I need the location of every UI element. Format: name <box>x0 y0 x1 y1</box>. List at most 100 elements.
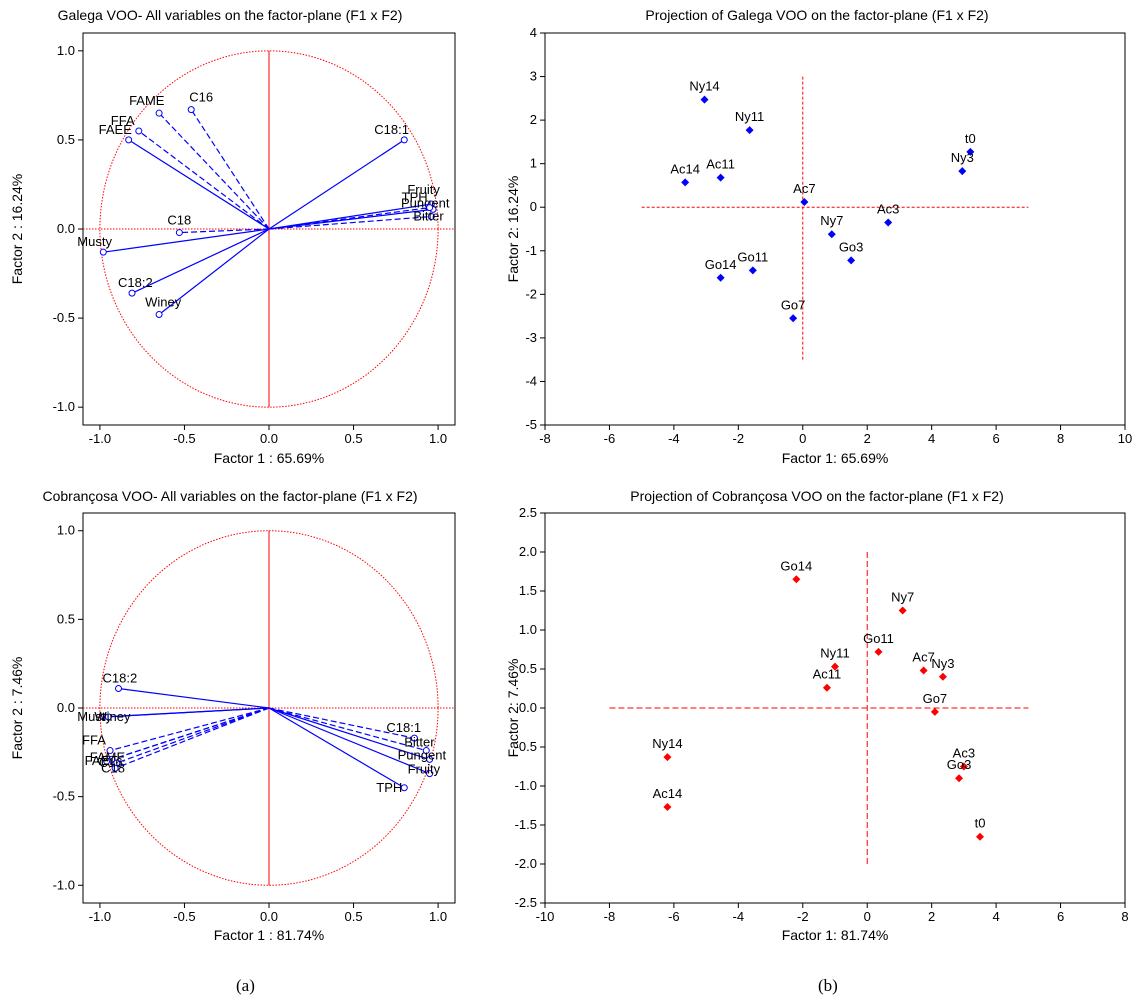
score-label: Ac11 <box>813 667 842 682</box>
score-point <box>930 707 939 716</box>
chart-3: Projection of Cobrançosa VOO on the fact… <box>505 488 1129 943</box>
loading-vector <box>108 707 270 718</box>
x-tick-label: 8 <box>1057 431 1064 446</box>
loading-label: Musty <box>77 234 112 249</box>
loading-point <box>125 136 133 144</box>
x-tick-label: -1.0 <box>89 909 111 924</box>
y-tick-label: 2.5 <box>519 505 537 520</box>
x-axis-label: Factor 1 : 65.69% <box>214 450 325 466</box>
loading-label: TPH <box>402 190 428 205</box>
y-tick-label: 0.0 <box>57 221 75 236</box>
loading-point <box>111 764 119 772</box>
score-label: Ac14 <box>653 786 683 801</box>
y-tick-label: 0.0 <box>519 700 537 715</box>
panel-label-b: (b) <box>818 976 838 995</box>
loading-label: Winey <box>94 709 131 724</box>
loading-label: Bitter <box>413 209 444 224</box>
loading-vector <box>179 228 270 234</box>
loading-point <box>426 755 434 763</box>
x-tick-label: 8 <box>1121 909 1128 924</box>
y-axis-label: Factor 2: 16.24% <box>505 176 521 283</box>
y-tick-label: 0 <box>530 199 537 214</box>
score-label: Ny7 <box>820 213 843 228</box>
x-tick-label: 4 <box>992 909 999 924</box>
loading-point <box>400 136 408 144</box>
loading-vector <box>103 228 270 253</box>
score-point <box>874 647 883 656</box>
y-tick-label: -2 <box>525 286 537 301</box>
loading-label: C18:1 <box>386 720 421 735</box>
plot-frame <box>544 32 1126 426</box>
loading-label: Bitter <box>404 735 435 750</box>
y-tick-label: -0.5 <box>515 739 537 754</box>
x-tick-label: 6 <box>1057 909 1064 924</box>
x-tick-label: -4 <box>668 431 680 446</box>
x-tick-label: 1.0 <box>429 909 447 924</box>
y-tick-label: 1 <box>530 156 537 171</box>
loading-vector <box>268 707 430 760</box>
y-tick-label: 0.5 <box>519 661 537 676</box>
x-tick-label: -8 <box>604 909 616 924</box>
x-tick-label: -10 <box>536 909 555 924</box>
x-tick-label: -6 <box>668 909 680 924</box>
y-tick-label: -1.0 <box>515 778 537 793</box>
x-tick-label: 0 <box>864 909 871 924</box>
score-point <box>938 672 947 681</box>
loading-vector <box>114 707 270 769</box>
loading-point <box>427 213 435 221</box>
score-point <box>976 832 984 841</box>
y-tick-label: 3 <box>530 69 537 84</box>
score-label: Ac7 <box>912 650 934 665</box>
loading-label: C18:1 <box>374 122 409 137</box>
loading-point <box>128 289 136 297</box>
loading-vector <box>158 228 270 316</box>
score-point <box>716 273 725 282</box>
loading-vector <box>268 707 427 752</box>
y-tick-label: 4 <box>530 25 537 40</box>
loading-vector <box>116 707 270 764</box>
score-point <box>663 753 672 762</box>
y-tick-label: -1.0 <box>53 877 75 892</box>
score-point <box>847 256 856 265</box>
loading-vector <box>128 139 270 230</box>
x-tick-label: -2 <box>797 909 809 924</box>
loading-label: Fruity <box>408 762 441 777</box>
score-label: Ac11 <box>706 157 735 172</box>
score-label: Go11 <box>863 631 894 646</box>
chart-title: Projection of Galega VOO on the factor-p… <box>645 7 988 23</box>
score-point <box>884 218 893 227</box>
loading-label: FAME <box>129 93 165 108</box>
y-axis-label: Factor 2 : 16.24% <box>9 174 25 285</box>
loading-label: FFA <box>82 733 106 748</box>
x-axis-label: Factor 1 : 81.74% <box>214 927 325 943</box>
y-tick-label: 1.0 <box>57 523 75 538</box>
x-tick-label: 1.0 <box>429 431 447 446</box>
chart-0: Galega VOO- All variables on the factor-… <box>9 7 456 466</box>
chart-title: Galega VOO- All variables on the factor-… <box>58 7 403 23</box>
score-point <box>827 230 836 239</box>
loading-vector <box>109 707 270 752</box>
loading-label: C18 <box>101 760 125 775</box>
y-tick-label: -4 <box>525 373 537 388</box>
chart-2: Cobrançosa VOO- All variables on the fac… <box>9 488 456 943</box>
x-tick-label: 2 <box>864 431 871 446</box>
score-point <box>898 606 907 615</box>
loading-point <box>135 127 143 135</box>
y-tick-label: -1 <box>525 243 537 258</box>
loading-point <box>426 770 434 778</box>
loading-vector <box>131 228 270 294</box>
score-label: Ny14 <box>689 79 719 94</box>
loading-point <box>400 784 408 792</box>
x-tick-label: 6 <box>992 431 999 446</box>
x-tick-label: -0.5 <box>173 909 195 924</box>
loading-vector <box>268 215 432 230</box>
x-tick-label: 0.5 <box>345 431 363 446</box>
x-tick-label: -6 <box>604 431 616 446</box>
score-label: Go14 <box>705 257 737 272</box>
x-axis-label: Factor 1: 81.74% <box>782 927 889 943</box>
y-tick-label: 1.5 <box>519 583 537 598</box>
score-label: Ny14 <box>652 736 682 751</box>
y-tick-label: 0.5 <box>57 611 75 626</box>
loading-point <box>106 747 114 755</box>
loading-point <box>155 311 163 319</box>
